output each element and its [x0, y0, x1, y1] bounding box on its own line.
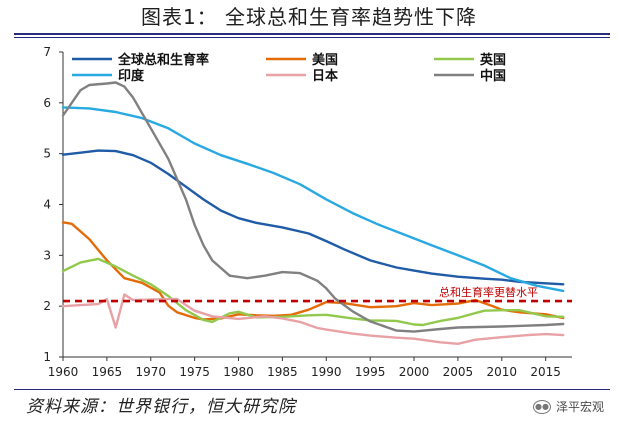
y-tick-label: 3: [43, 248, 51, 262]
chart-title: 图表1： 全球总和生育率趋势性下降: [140, 5, 478, 29]
watermark: ●● 泽平宏观: [532, 394, 604, 420]
replacement-level-label: 总和生育率更替水平: [439, 285, 538, 299]
y-tick-label: 1: [43, 350, 51, 364]
series-line-4: [61, 106, 565, 293]
x-tick-label: 1975: [179, 365, 210, 379]
source-note: 资料来源：世界银行，恒大研究院: [26, 397, 296, 417]
x-tick-label: 1990: [311, 365, 342, 379]
x-tick-label: 1960: [48, 365, 79, 379]
y-tick-label: 7: [43, 45, 51, 59]
wechat-icon: ●●: [532, 400, 551, 414]
x-tick-label: 2010: [487, 365, 518, 379]
watermark-label: 泽平宏观: [555, 400, 604, 414]
x-tick-label: 1965: [92, 365, 123, 379]
title-rule-bottom: [14, 37, 610, 38]
y-tick-label: 2: [43, 299, 51, 313]
legend-label-4: 印度: [118, 68, 145, 84]
x-tick-label: 1995: [355, 365, 386, 379]
x-tick-label: 1970: [135, 365, 166, 379]
legend-label-3: 英国: [479, 52, 506, 68]
legend-label-2: 美国: [312, 52, 338, 68]
legend-label-1: 全球总和生育率: [117, 52, 209, 68]
legend-label-6: 中国: [480, 68, 506, 84]
y-tick-label: 5: [43, 147, 51, 161]
series-line-3: [61, 257, 565, 327]
title-rule-top: [14, 33, 610, 35]
x-tick-label: 1980: [223, 365, 254, 379]
series-line-6: [61, 81, 565, 333]
x-tick-label: 2000: [399, 365, 430, 379]
x-tick-label: 1985: [267, 365, 298, 379]
x-tick-label: 2005: [443, 365, 474, 379]
x-tick-label: 2015: [530, 365, 561, 379]
legend-label-5: 日本: [312, 68, 338, 84]
y-tick-label: 6: [43, 96, 51, 110]
series-line-2: [61, 221, 565, 321]
series-line-5: [61, 293, 565, 345]
y-tick-label: 4: [43, 198, 51, 212]
source-rule: [14, 389, 610, 390]
series-line-1: [61, 149, 565, 286]
